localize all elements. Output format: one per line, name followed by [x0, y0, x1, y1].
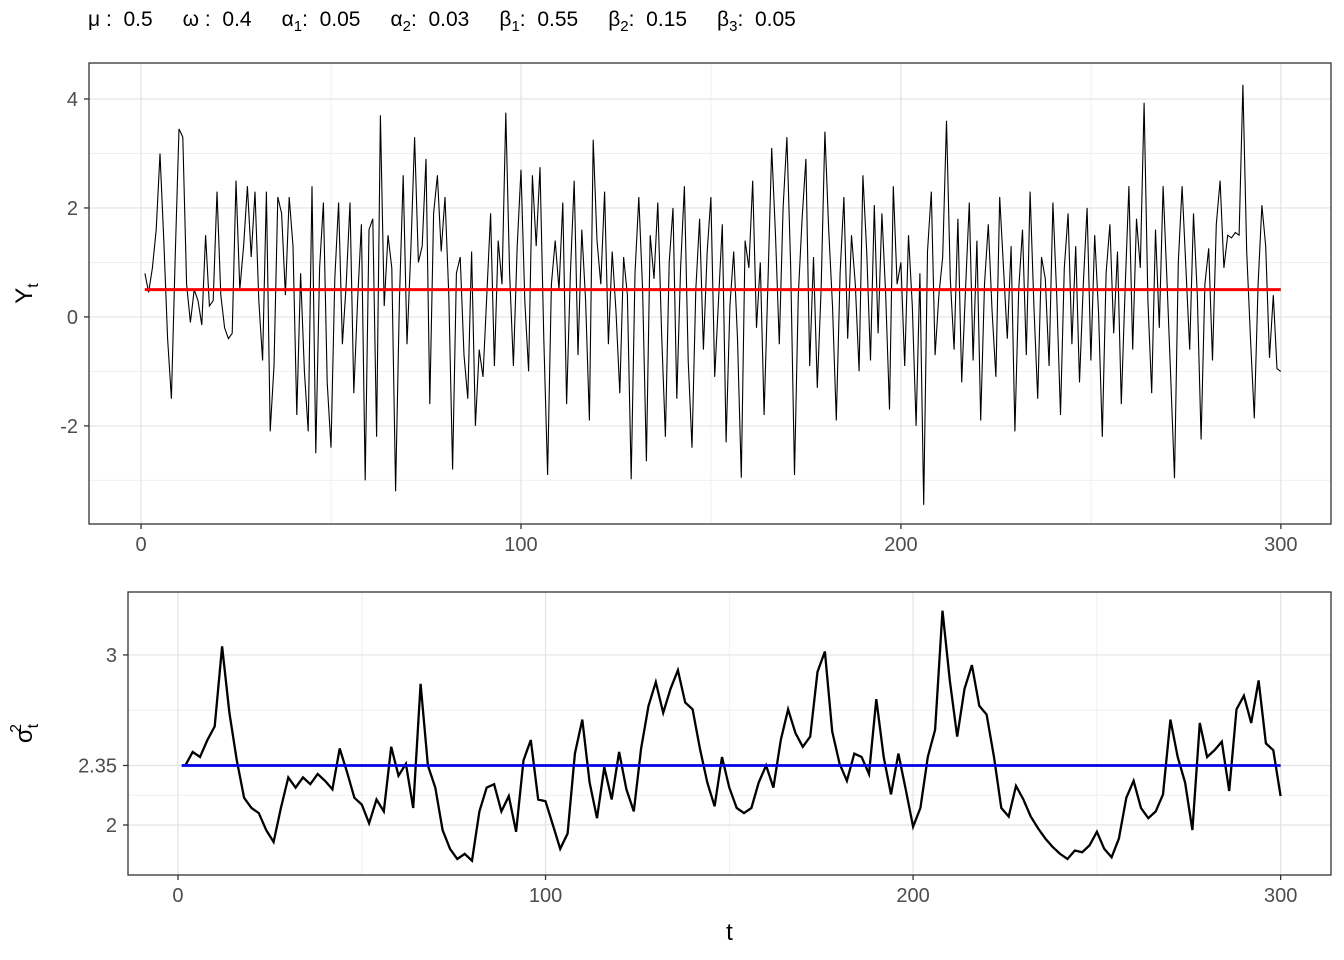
param-subscript: 3 — [729, 18, 738, 36]
x-tick-label: 200 — [896, 885, 929, 907]
param-name: β — [499, 8, 512, 31]
x-tick-label: 0 — [172, 885, 183, 907]
param-separator: : — [302, 8, 320, 31]
x-tick-label: 200 — [884, 534, 917, 556]
y-tick-label: 2 — [106, 815, 117, 837]
y-tick-label: 3 — [106, 645, 117, 667]
param-value: 0.15 — [646, 8, 688, 31]
param-value: 0.03 — [428, 8, 470, 31]
param-name: α — [281, 8, 294, 31]
x-tick-label: 300 — [1264, 885, 1297, 907]
param-name: μ — [88, 8, 101, 31]
param-value: 0.4 — [222, 8, 252, 31]
y-tick-label: 4 — [67, 89, 78, 111]
yt-panel-background — [89, 63, 1331, 524]
yt-series — [144, 84, 1282, 505]
y-tick-label: 2 — [67, 198, 78, 220]
param-name: β — [608, 8, 621, 31]
param-value: 0.55 — [537, 8, 579, 31]
param-separator: : — [410, 8, 429, 31]
param-beta1: β1: 0.55 — [499, 8, 579, 35]
y-tick-label: -2 — [60, 416, 78, 438]
y-tick-label: 2.35 — [78, 755, 117, 777]
x-tick-label: 100 — [504, 534, 537, 556]
param-beta3: β3: 0.05 — [717, 8, 796, 35]
y-axis-title: σt2 — [8, 723, 42, 743]
param-name: ω — [182, 8, 200, 31]
param-name: β — [717, 8, 730, 31]
sigma2-panel-border — [127, 591, 1332, 876]
sigma2-series — [184, 610, 1282, 864]
param-subscript: 1 — [511, 18, 520, 36]
param-subscript: 2 — [620, 18, 629, 36]
x-tick-label: 0 — [135, 534, 146, 556]
y-axis-title: Yt — [11, 283, 42, 304]
param-separator: : — [519, 8, 538, 31]
param-value: 0.05 — [754, 8, 796, 31]
param-alpha1: α1: 0.05 — [281, 8, 361, 35]
x-tick-label: 100 — [529, 885, 562, 907]
param-separator: : — [199, 8, 223, 31]
y-tick-label: 0 — [67, 307, 78, 329]
param-value: 0.5 — [123, 8, 153, 31]
param-name: α — [390, 8, 403, 31]
param-value: 0.05 — [319, 8, 361, 31]
param-subscript: 1 — [293, 18, 303, 36]
yt-panel-border — [88, 62, 1332, 525]
x-tick-label: 300 — [1264, 534, 1297, 556]
param-separator: : — [100, 8, 124, 31]
plot-title: μ : 0.5 ω : 0.4 α1: 0.05 α2: 0.03 β1: 0.55 β2… — [88, 8, 826, 35]
param-omega: ω : 0.4 — [183, 8, 252, 31]
param-mu: μ : 0.5 — [88, 8, 153, 31]
param-separator: : — [628, 8, 647, 31]
param-separator: : — [737, 8, 755, 31]
param-beta2: β2: 0.15 — [608, 8, 688, 35]
param-subscript: 2 — [402, 18, 411, 36]
x-axis-title: t — [726, 919, 733, 946]
param-alpha2: α2: 0.03 — [390, 8, 470, 35]
